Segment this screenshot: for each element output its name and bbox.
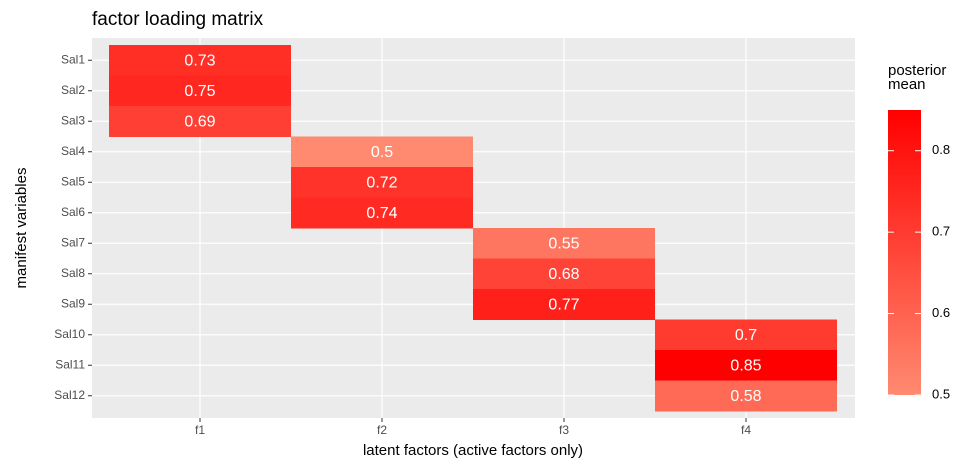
- cell: [473, 228, 655, 259]
- cell-label: 0.58: [730, 388, 761, 405]
- colorbar: [888, 110, 921, 395]
- y-tick-label: Sal5: [61, 174, 85, 188]
- y-tick-label: Sal7: [61, 235, 85, 249]
- x-tick-label: f4: [741, 423, 751, 437]
- y-tick-label: Sal8: [61, 266, 85, 280]
- cell: [655, 350, 837, 381]
- cell-label: 0.68: [548, 266, 579, 283]
- cell: [291, 136, 473, 168]
- y-axis-label: manifest variables: [13, 168, 30, 289]
- y-tick-label: Sal11: [55, 357, 85, 371]
- cell-label: 0.55: [548, 235, 579, 252]
- chart-title: factor loading matrix: [92, 9, 264, 30]
- x-axis-label: latent factors (active factors only): [363, 442, 583, 459]
- colorbar-tick-label: 0.5: [932, 386, 950, 401]
- cell: [473, 258, 655, 290]
- cell: [109, 45, 291, 76]
- cell-label: 0.73: [184, 52, 215, 69]
- legend-title: posterior mean: [888, 62, 947, 93]
- y-tick-label: Sal9: [61, 296, 85, 310]
- cell-label: 0.72: [366, 174, 397, 191]
- cell: [291, 197, 473, 229]
- x-tick-label: f1: [195, 423, 205, 437]
- cell-label: 0.7: [735, 327, 757, 344]
- y-tick-label: Sal12: [54, 388, 85, 402]
- cell-label: 0.74: [366, 205, 397, 222]
- y-tick-label: Sal4: [61, 144, 85, 158]
- y-tick-label: Sal3: [61, 113, 85, 127]
- cell-label: 0.77: [548, 296, 579, 313]
- cell-label: 0.69: [184, 113, 215, 130]
- y-tick-label: Sal6: [61, 205, 85, 219]
- cell: [109, 106, 291, 137]
- y-tick-label: Sal2: [61, 83, 85, 97]
- colorbar-tick-label: 0.8: [932, 142, 950, 157]
- y-tick-label: Sal1: [61, 52, 85, 66]
- cell-label: 0.75: [184, 83, 215, 100]
- cell-label: 0.85: [730, 357, 761, 374]
- cell: [655, 319, 837, 351]
- colorbar-tick-label: 0.7: [932, 224, 950, 239]
- cell: [473, 289, 655, 320]
- x-tick-label: f3: [559, 423, 569, 437]
- colorbar-tick-label: 0.6: [932, 305, 950, 320]
- y-tick-label: Sal10: [54, 327, 85, 341]
- cell: [291, 167, 473, 198]
- cell: [655, 380, 837, 412]
- x-tick-label: f2: [377, 423, 387, 437]
- cell-label: 0.5: [371, 144, 393, 161]
- cell: [109, 75, 291, 107]
